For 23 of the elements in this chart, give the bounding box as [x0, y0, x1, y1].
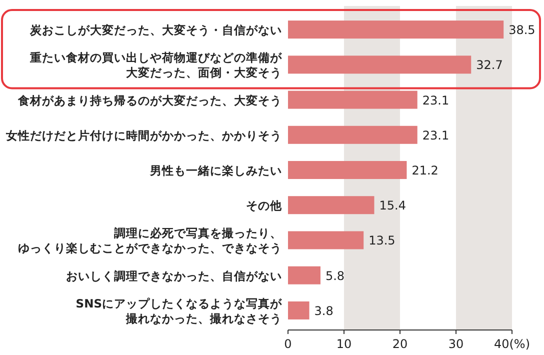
y-tick-label: 食材があまり持ち帰るのが大変だった、大変そう	[17, 93, 282, 108]
y-tick-label: 炭おこしが大変だった、大変そう・自信がない	[29, 23, 282, 38]
data-label: 21.2	[412, 164, 438, 178]
y-tick-label: おいしく調理できなかった、自信がない	[66, 268, 282, 283]
data-label: 38.5	[508, 23, 536, 38]
data-label: 13.5	[368, 234, 396, 248]
y-tick-label: 女性だけだと片付けに時間がかかった、かかりそう	[5, 128, 282, 142]
data-label: 32.7	[476, 58, 503, 72]
x-tick-label: 0	[284, 337, 292, 351]
data-label: 5.8	[325, 268, 345, 283]
data-label: 15.4	[379, 198, 406, 213]
y-tick-label: 調理に必死で写真を撮ったり、ゆっくり楽しむことができなかった、できなそう	[18, 226, 282, 256]
x-tick-label: 40(%)	[494, 337, 530, 351]
y-tick-label: 重たい食材の買い出しや荷物運びなどの準備が大変だった、面倒・大変そう	[29, 50, 283, 80]
x-tick-label: 30	[448, 337, 464, 351]
x-tick-label: 10	[336, 337, 352, 351]
y-tick-label: SNSにアップしたくなるような写真が撮れなかった、撮れなさそう	[76, 296, 283, 326]
x-tick-label: 20	[392, 337, 408, 351]
data-label: 23.1	[422, 93, 450, 108]
data-label: 23.1	[422, 128, 450, 142]
y-tick-label: その他	[246, 198, 283, 213]
data-label: 3.8	[314, 304, 334, 318]
y-tick-label: 男性も一緒に楽しみたい	[149, 164, 282, 178]
